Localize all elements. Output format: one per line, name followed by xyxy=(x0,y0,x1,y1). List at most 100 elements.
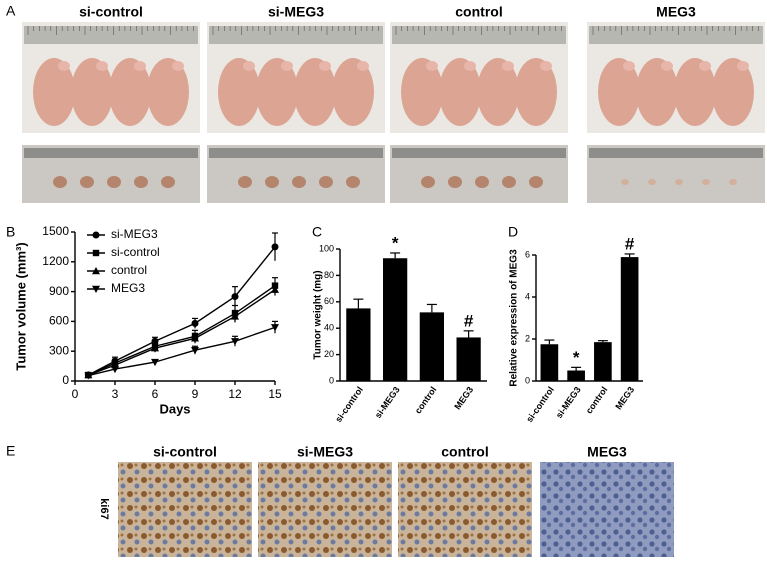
mouse xyxy=(71,58,113,126)
marker xyxy=(191,319,199,327)
y-tick-label: 2 xyxy=(525,333,530,343)
panel-label: E xyxy=(6,443,15,459)
tumor xyxy=(161,176,175,188)
stain-image xyxy=(540,462,674,557)
marker xyxy=(191,347,199,355)
tumor xyxy=(107,176,121,188)
tumor xyxy=(448,176,462,188)
stain-label: control xyxy=(441,444,488,460)
panel-label: B xyxy=(6,224,15,240)
marker xyxy=(151,358,159,367)
tumor xyxy=(292,176,306,188)
legend-marker xyxy=(92,231,100,239)
mouse xyxy=(218,58,260,126)
tumor xyxy=(346,176,360,188)
series-line xyxy=(88,326,276,377)
stain-marker: ki67 xyxy=(98,498,110,519)
legend-label: MEG3 xyxy=(111,281,145,295)
ruler xyxy=(589,26,763,44)
mouse xyxy=(401,58,443,126)
mouse xyxy=(439,58,481,126)
mouse-ear xyxy=(464,61,476,71)
x-tick-label: 12 xyxy=(228,387,242,401)
y-tick-label: 1500 xyxy=(42,224,69,238)
y-axis-label: Tumor weight (mg) xyxy=(313,270,324,359)
mouse-ear xyxy=(623,61,635,71)
mouse-ear xyxy=(319,61,331,71)
y-axis-label: Tumor volume (mm³) xyxy=(13,242,28,370)
tumor-bar xyxy=(392,148,566,158)
y-tick-label: 0 xyxy=(525,375,530,385)
photo-label: control xyxy=(455,4,502,20)
marker xyxy=(231,312,239,320)
bar xyxy=(567,370,585,381)
marker xyxy=(271,324,279,332)
mouse-ear xyxy=(426,61,438,71)
x-tick-label: MEG3 xyxy=(613,385,636,412)
panel-label: C xyxy=(312,224,322,240)
legend-label: si-control xyxy=(111,245,160,259)
tumor xyxy=(53,176,67,188)
tumor xyxy=(265,176,279,188)
tumor xyxy=(702,179,710,185)
mouse xyxy=(712,58,754,126)
tumor xyxy=(80,176,94,188)
stain-label: MEG3 xyxy=(587,444,627,460)
tumor-bar xyxy=(589,148,763,158)
mouse-ear xyxy=(540,61,552,71)
mouse xyxy=(294,58,336,126)
panel-label: D xyxy=(508,224,518,240)
x-tick-label: MEG3 xyxy=(452,385,475,412)
annotation: * xyxy=(392,233,399,252)
bar xyxy=(594,342,612,381)
stain-label: si-MEG3 xyxy=(297,444,353,460)
tumor xyxy=(729,179,737,185)
y-tick-label: 1200 xyxy=(42,254,69,268)
marker xyxy=(151,337,159,345)
stain-image xyxy=(118,462,252,557)
tumor-bar xyxy=(209,148,383,158)
y-tick-label: 4 xyxy=(525,291,530,301)
marker xyxy=(231,293,239,301)
legend-marker xyxy=(92,285,100,293)
x-tick-label: control xyxy=(413,385,439,416)
tumor xyxy=(648,179,656,185)
x-tick-label: 9 xyxy=(192,387,199,401)
series-line xyxy=(88,246,276,376)
marker xyxy=(271,243,279,251)
x-axis-label: Days xyxy=(159,401,190,416)
mouse xyxy=(332,58,374,126)
tumor xyxy=(319,176,333,188)
x-tick-label: si-control xyxy=(333,385,365,424)
panel-label: A xyxy=(6,3,16,19)
x-tick-label: 15 xyxy=(268,387,282,401)
mouse-ear xyxy=(661,61,673,71)
y-tick-label: 900 xyxy=(49,284,69,298)
tumor xyxy=(134,176,148,188)
y-axis-label: Relative expression of MEG3 xyxy=(509,249,520,387)
stain-image xyxy=(258,462,392,557)
annotation: # xyxy=(625,234,635,253)
bar xyxy=(540,344,559,381)
y-tick-label: 600 xyxy=(49,314,69,328)
mouse-ear xyxy=(58,61,70,71)
mouse-ear xyxy=(737,61,749,71)
marker xyxy=(84,372,93,380)
mouse-ear xyxy=(699,61,711,71)
photo-label: MEG3 xyxy=(656,4,696,20)
y-tick-label: 80 xyxy=(324,270,334,280)
marker xyxy=(191,334,199,342)
mouse-ear xyxy=(357,61,369,71)
annotation: * xyxy=(573,348,580,367)
ruler xyxy=(24,26,198,44)
y-tick-label: 300 xyxy=(49,343,69,357)
x-tick-label: si-control xyxy=(524,385,556,424)
x-tick-label: 0 xyxy=(72,387,79,401)
mouse xyxy=(674,58,716,126)
stain-image xyxy=(398,462,532,557)
legend-marker xyxy=(92,267,100,275)
y-tick-label: 40 xyxy=(324,323,334,333)
mouse-ear xyxy=(134,61,146,71)
bar xyxy=(456,337,481,381)
